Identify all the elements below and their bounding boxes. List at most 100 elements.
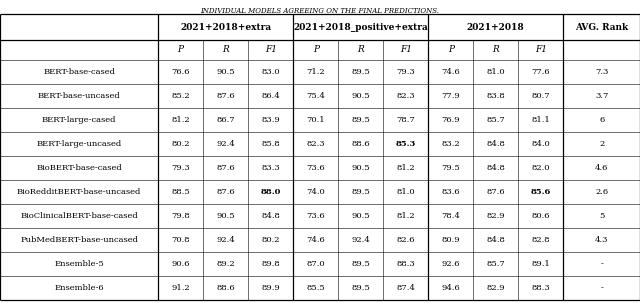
Text: 84.0: 84.0 xyxy=(531,140,550,148)
Text: 87.6: 87.6 xyxy=(486,188,505,196)
Text: 85.7: 85.7 xyxy=(486,116,505,124)
Text: 89.5: 89.5 xyxy=(351,188,370,196)
Text: 88.3: 88.3 xyxy=(531,284,550,292)
Text: 78.4: 78.4 xyxy=(442,212,460,220)
Text: 88.5: 88.5 xyxy=(172,188,190,196)
Text: 81.2: 81.2 xyxy=(396,164,415,172)
Text: 77.6: 77.6 xyxy=(532,68,550,76)
Text: 80.9: 80.9 xyxy=(442,236,460,244)
Text: R: R xyxy=(492,45,499,55)
Text: BERT-large-uncased: BERT-large-uncased xyxy=(36,140,122,148)
Text: 92.6: 92.6 xyxy=(442,260,460,268)
Text: 74.6: 74.6 xyxy=(307,236,325,244)
Text: 94.6: 94.6 xyxy=(442,284,460,292)
Text: BioClinicalBERT-base-cased: BioClinicalBERT-base-cased xyxy=(20,212,138,220)
Text: P: P xyxy=(448,45,454,55)
Text: 76.6: 76.6 xyxy=(172,68,190,76)
Text: 85.5: 85.5 xyxy=(307,284,325,292)
Text: 88.6: 88.6 xyxy=(351,140,370,148)
Text: 83.0: 83.0 xyxy=(261,68,280,76)
Text: 91.2: 91.2 xyxy=(172,284,190,292)
Text: 85.8: 85.8 xyxy=(261,140,280,148)
Text: 73.6: 73.6 xyxy=(307,212,325,220)
Text: 89.8: 89.8 xyxy=(261,260,280,268)
Text: 81.0: 81.0 xyxy=(396,188,415,196)
Text: 6: 6 xyxy=(599,116,604,124)
Text: 2021+2018: 2021+2018 xyxy=(467,22,525,32)
Text: 70.1: 70.1 xyxy=(307,116,325,124)
Text: 86.7: 86.7 xyxy=(216,116,235,124)
Text: R: R xyxy=(357,45,364,55)
Text: 92.4: 92.4 xyxy=(216,236,235,244)
Text: 78.7: 78.7 xyxy=(396,116,415,124)
Text: 80.6: 80.6 xyxy=(532,212,550,220)
Text: 90.6: 90.6 xyxy=(172,260,190,268)
Text: F1: F1 xyxy=(400,45,412,55)
Text: PubMedBERT-base-uncased: PubMedBERT-base-uncased xyxy=(20,236,138,244)
Text: 81.2: 81.2 xyxy=(396,212,415,220)
Text: 82.6: 82.6 xyxy=(397,236,415,244)
Text: 84.8: 84.8 xyxy=(261,212,280,220)
Text: 80.7: 80.7 xyxy=(532,92,550,100)
Text: -: - xyxy=(600,284,603,292)
Text: 89.5: 89.5 xyxy=(351,116,370,124)
Text: -: - xyxy=(600,260,603,268)
Text: BioBERT-base-cased: BioBERT-base-cased xyxy=(36,164,122,172)
Text: 5: 5 xyxy=(599,212,604,220)
Text: 82.3: 82.3 xyxy=(307,140,325,148)
Text: 85.3: 85.3 xyxy=(396,140,416,148)
Text: 87.4: 87.4 xyxy=(396,284,415,292)
Text: 84.8: 84.8 xyxy=(486,236,505,244)
Text: 83.9: 83.9 xyxy=(261,116,280,124)
Text: 88.3: 88.3 xyxy=(396,260,415,268)
Text: 87.0: 87.0 xyxy=(307,260,325,268)
Text: 86.4: 86.4 xyxy=(261,92,280,100)
Text: 92.4: 92.4 xyxy=(216,140,235,148)
Text: 87.6: 87.6 xyxy=(216,188,235,196)
Text: P: P xyxy=(177,45,184,55)
Text: 83.8: 83.8 xyxy=(486,92,505,100)
Text: 79.3: 79.3 xyxy=(396,68,415,76)
Text: 79.3: 79.3 xyxy=(172,164,190,172)
Text: 73.6: 73.6 xyxy=(307,164,325,172)
Text: 90.5: 90.5 xyxy=(216,68,235,76)
Text: 2.6: 2.6 xyxy=(595,188,608,196)
Text: 70.8: 70.8 xyxy=(172,236,190,244)
Text: P: P xyxy=(313,45,319,55)
Text: BioRedditBERT-base-uncased: BioRedditBERT-base-uncased xyxy=(17,188,141,196)
Text: 82.9: 82.9 xyxy=(486,212,505,220)
Text: 90.5: 90.5 xyxy=(216,212,235,220)
Text: 2021+2018_positive+extra: 2021+2018_positive+extra xyxy=(293,22,428,32)
Text: 4.3: 4.3 xyxy=(595,236,609,244)
Text: BERT-base-uncased: BERT-base-uncased xyxy=(38,92,120,100)
Text: 89.5: 89.5 xyxy=(351,284,370,292)
Text: 88.6: 88.6 xyxy=(216,284,235,292)
Text: Ensemble-6: Ensemble-6 xyxy=(54,284,104,292)
Text: 80.2: 80.2 xyxy=(261,236,280,244)
Text: 83.3: 83.3 xyxy=(261,164,280,172)
Text: 85.6: 85.6 xyxy=(531,188,551,196)
Text: 3.7: 3.7 xyxy=(595,92,609,100)
Text: 76.9: 76.9 xyxy=(442,116,460,124)
Text: AVG. Rank: AVG. Rank xyxy=(575,22,628,32)
Text: 85.7: 85.7 xyxy=(486,260,505,268)
Text: 90.5: 90.5 xyxy=(351,92,370,100)
Text: 89.1: 89.1 xyxy=(531,260,550,268)
Text: BERT-base-cased: BERT-base-cased xyxy=(43,68,115,76)
Text: 89.2: 89.2 xyxy=(216,260,235,268)
Text: 82.0: 82.0 xyxy=(532,164,550,172)
Text: 2: 2 xyxy=(599,140,604,148)
Text: 89.5: 89.5 xyxy=(351,260,370,268)
Text: 88.0: 88.0 xyxy=(260,188,281,196)
Text: 83.2: 83.2 xyxy=(442,140,460,148)
Text: 87.6: 87.6 xyxy=(216,164,235,172)
Text: 82.3: 82.3 xyxy=(396,92,415,100)
Text: 79.8: 79.8 xyxy=(172,212,190,220)
Text: 92.4: 92.4 xyxy=(351,236,370,244)
Text: 2021+2018+extra: 2021+2018+extra xyxy=(180,22,271,32)
Text: 81.1: 81.1 xyxy=(531,116,550,124)
Text: INDIVIDUAL MODELS AGREEING ON THE FINAL PREDICTIONS.: INDIVIDUAL MODELS AGREEING ON THE FINAL … xyxy=(200,7,440,15)
Text: 89.9: 89.9 xyxy=(261,284,280,292)
Text: 81.0: 81.0 xyxy=(486,68,505,76)
Text: 4.6: 4.6 xyxy=(595,164,609,172)
